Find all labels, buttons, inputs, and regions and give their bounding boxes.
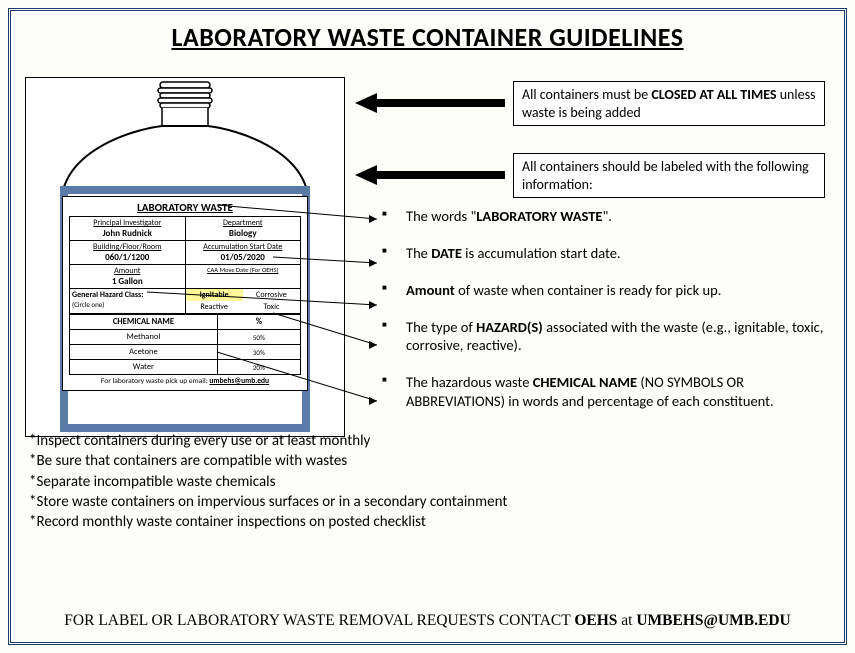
page-frame: LABORATORY WASTE CONTAINER GUIDELINES	[8, 8, 847, 645]
note-item: Separate incompatible waste chemicals	[29, 472, 507, 492]
note-item: Store waste containers on impervious sur…	[29, 492, 507, 512]
note-item: Be sure that containers are compatible w…	[29, 451, 507, 471]
note-item: Inspect containers during every use or a…	[29, 431, 507, 451]
bullet-amount: Amount of waste when container is ready …	[382, 281, 834, 300]
content-row: LABORATORY WASTE Principal Investigator …	[17, 77, 838, 447]
bullet-chemical: The hazardous waste CHEMICAL NAME (NO SY…	[382, 373, 834, 411]
callout-closed: All containers must be CLOSED AT ALL TIM…	[513, 81, 825, 126]
bullet-hazards: The type of HAZARD(S) associated with th…	[382, 318, 834, 356]
requirements-list: The words "LABORATORY WASTE". The DATE i…	[382, 207, 834, 429]
notes-list: Inspect containers during every use or a…	[29, 431, 507, 532]
label-heading: LABORATORY WASTE	[69, 201, 301, 214]
callout-labeled: All containers should be labeled with th…	[513, 153, 825, 198]
arrow-closed	[355, 91, 515, 115]
page-title: LABORATORY WASTE CONTAINER GUIDELINES	[17, 21, 838, 53]
contact-line: FOR LABEL OR LABORATORY WASTE REMOVAL RE…	[17, 612, 838, 630]
note-item: Record monthly waste container inspectio…	[29, 512, 507, 532]
arrow-labeled	[355, 163, 515, 187]
label-fields: Principal Investigator John Rudnick Depa…	[69, 216, 301, 314]
chemical-table: CHEMICAL NAME % Methanol50% Acetone30% W…	[69, 314, 301, 375]
bullet-lab-waste: The words "LABORATORY WASTE".	[382, 207, 834, 226]
bottle-panel: LABORATORY WASTE Principal Investigator …	[25, 77, 345, 437]
label-footer: For laboratory waste pick up email: umbe…	[69, 377, 301, 386]
bullet-date: The DATE is accumulation start date.	[382, 244, 834, 263]
waste-label: LABORATORY WASTE Principal Investigator …	[62, 196, 308, 391]
